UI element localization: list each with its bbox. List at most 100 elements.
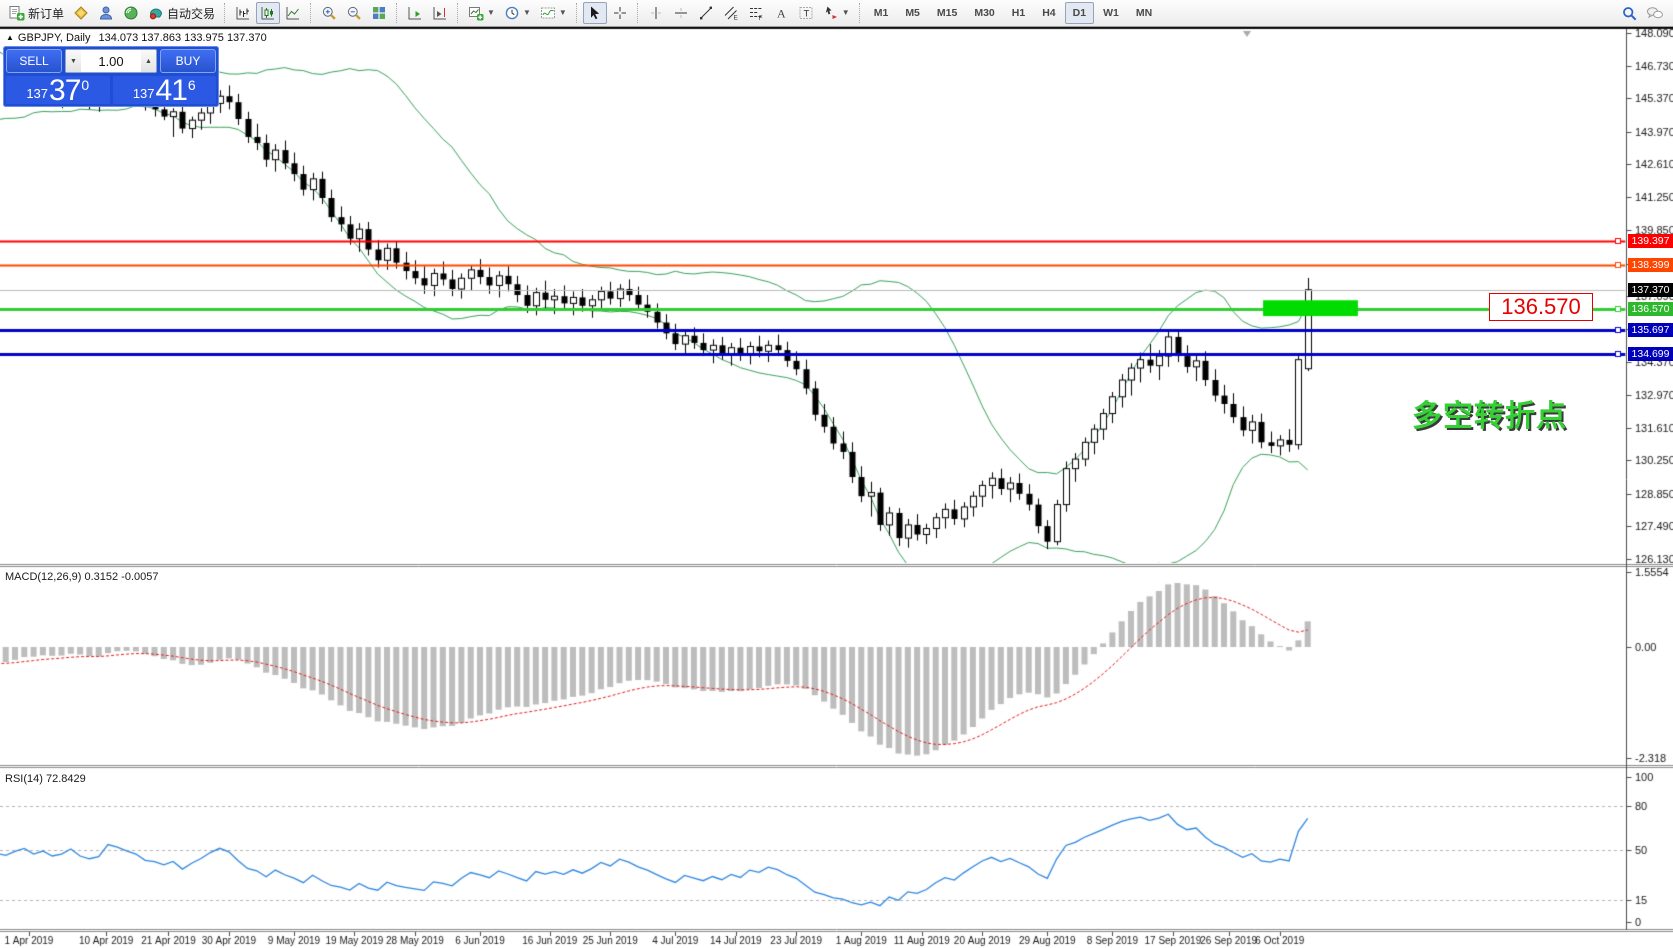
autotrading-label: 自动交易: [167, 6, 216, 21]
zoom-in-button[interactable]: [317, 2, 341, 24]
price-chart-canvas[interactable]: [0, 27, 1673, 948]
text-label-button[interactable]: T: [794, 2, 818, 24]
tile-windows-icon: [373, 7, 386, 19]
buy-button-label: BUY: [175, 54, 201, 68]
volume-decrease-button[interactable]: ▼: [66, 50, 81, 72]
timeframe-button-m30[interactable]: M30: [966, 2, 1002, 24]
buy-price-pip: 6: [187, 77, 196, 93]
zoom-in-icon: [322, 6, 336, 20]
user-profile-icon: [100, 6, 113, 20]
tile-windows-button[interactable]: [367, 2, 391, 24]
text-button[interactable]: A: [769, 2, 793, 24]
vertical-line-icon: [650, 7, 661, 19]
metaeditor-icon: [74, 6, 88, 20]
svg-text:A: A: [777, 7, 786, 21]
zoom-out-button[interactable]: [342, 2, 366, 24]
candlestick-chart-icon: [261, 7, 275, 20]
svg-text:T: T: [803, 9, 809, 20]
svg-text:F: F: [758, 15, 762, 21]
collapse-triangle-icon[interactable]: ▲: [6, 33, 14, 42]
timeframe-button-w1[interactable]: W1: [1095, 2, 1127, 24]
signals-button[interactable]: [119, 2, 143, 24]
main-toolbar: 新订单 自动交易: [0, 0, 1673, 27]
toolbar-separator: [858, 3, 861, 23]
volume-value[interactable]: 1.00: [98, 53, 124, 69]
price-line-badge: 139.397: [1628, 234, 1673, 248]
chart-title: ▲ GBPJPY, Daily 134.073 137.863 133.975 13…: [6, 32, 267, 44]
toolbar-separator: [457, 3, 459, 23]
buy-price[interactable]: 137 41 6: [112, 76, 216, 106]
ohlc-values: 134.073 137.863 133.975 137.370: [98, 32, 267, 44]
channel-icon: E: [724, 6, 738, 22]
current-price-badge: 137.370: [1628, 283, 1673, 297]
trendline-button[interactable]: [694, 2, 718, 24]
timeframe-button-m15[interactable]: M15: [929, 2, 965, 24]
profiles-dropdown[interactable]: ▼: [464, 2, 499, 24]
chart-shift-icon: [433, 7, 447, 20]
arrow-objects-icon: [825, 6, 837, 19]
spin-up-icon: ▲: [145, 57, 152, 65]
sell-price-pip: 0: [81, 77, 90, 93]
timeframe-button-m1[interactable]: M1: [866, 2, 897, 24]
volume-increase-button[interactable]: ▲: [141, 50, 156, 72]
autotrading-button[interactable]: 自动交易: [144, 2, 219, 24]
crosshair-icon: [613, 7, 626, 19]
new-order-icon: [9, 6, 25, 21]
search-icon: [1623, 6, 1637, 20]
annotation-text[interactable]: 多空转折点: [1412, 400, 1567, 433]
new-order-button[interactable]: 新订单: [5, 2, 68, 24]
chevron-down-icon: ▼: [558, 8, 567, 17]
indicators-icon: [540, 7, 555, 19]
fibonacci-button[interactable]: F: [744, 2, 768, 24]
price-alert-label[interactable]: 136.570: [1489, 293, 1593, 321]
sell-price[interactable]: 137 37 0: [6, 74, 110, 107]
fibonacci-icon: F: [749, 8, 762, 21]
period-dropdown[interactable]: ▼: [500, 2, 535, 24]
candlestick-chart-button[interactable]: [256, 2, 281, 24]
line-chart-icon: [286, 7, 300, 20]
chart-window[interactable]: ▲ GBPJPY, Daily 134.073 137.863 133.975 13…: [0, 27, 1673, 948]
trendline-icon: [699, 6, 712, 20]
price-line-badge: 134.699: [1628, 347, 1673, 361]
toolbar-separator: [224, 3, 226, 23]
signals-globe-icon: [124, 6, 138, 20]
crosshair-button[interactable]: [608, 2, 632, 24]
auto-scroll-button[interactable]: [403, 2, 427, 24]
vertical-line-button[interactable]: [644, 2, 668, 24]
toolbar-separator: [310, 3, 312, 23]
sell-button[interactable]: SELL: [6, 49, 62, 73]
toolbar-separator: [575, 3, 578, 23]
indicators-dropdown[interactable]: ▼: [536, 2, 571, 24]
cursor-button[interactable]: [582, 2, 607, 24]
toolbar-separator: [636, 3, 639, 23]
line-chart-button[interactable]: [281, 2, 305, 24]
text-label-icon: T: [799, 7, 813, 20]
rsi-indicator-label: RSI(14) 72.8429: [5, 773, 86, 785]
timeframe-button-d1[interactable]: D1: [1064, 2, 1095, 24]
equidistant-channel-button[interactable]: E: [719, 2, 743, 24]
price-line-badge: 136.570: [1628, 302, 1673, 316]
buy-button[interactable]: BUY: [160, 49, 216, 73]
bar-chart-button[interactable]: [231, 2, 255, 24]
horizontal-line-button[interactable]: [669, 2, 693, 24]
auto-scroll-icon: [408, 7, 422, 20]
metaeditor-button[interactable]: [69, 2, 93, 24]
sell-button-label: SELL: [19, 54, 49, 68]
chart-shift-button[interactable]: [428, 2, 452, 24]
arrows-dropdown[interactable]: ▼: [819, 2, 854, 24]
volume-spinner: ▼ 1.00 ▲: [65, 49, 157, 73]
chat-button[interactable]: [1642, 2, 1668, 24]
symbol-name: GBPJPY, Daily: [17, 32, 91, 44]
timeframe-button-m5[interactable]: M5: [897, 2, 928, 24]
bar-chart-icon: [236, 7, 250, 20]
timeframe-button-h4[interactable]: H4: [1034, 2, 1063, 24]
toolbar-right-group: [1617, 2, 1668, 24]
svg-text:E: E: [733, 15, 738, 22]
timeframe-button-mn[interactable]: MN: [1128, 2, 1160, 24]
one-click-trading-panel: SELL ▼ 1.00 ▲ BUY 137 37 0 137 41 6: [3, 46, 219, 107]
community-button[interactable]: [94, 2, 118, 24]
sell-price-big: 37: [49, 74, 81, 107]
horizontal-line-icon: [674, 8, 687, 18]
search-button[interactable]: [1617, 2, 1642, 24]
timeframe-button-h1[interactable]: H1: [1004, 2, 1033, 24]
